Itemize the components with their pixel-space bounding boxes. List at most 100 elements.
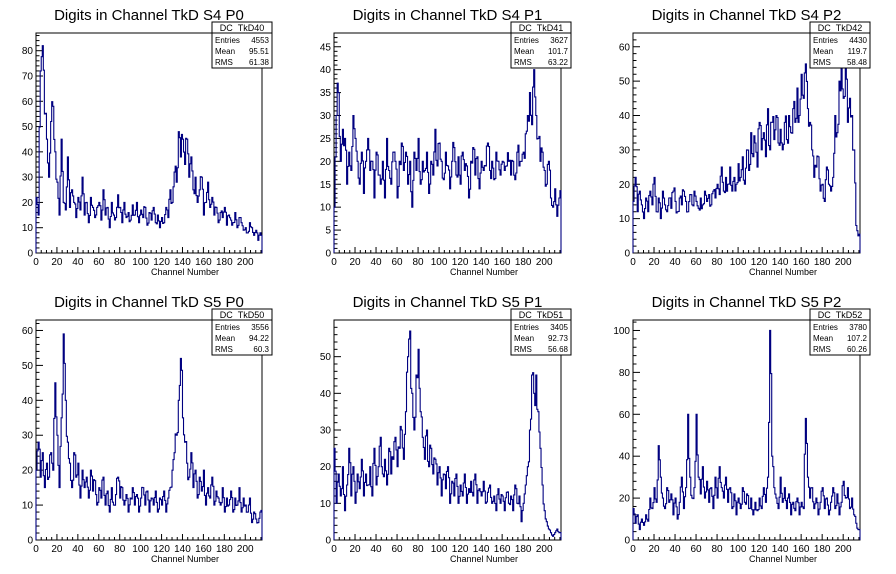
stats-mean-label: Mean — [813, 47, 833, 56]
stats-mean-label: Mean — [215, 47, 235, 56]
chart-title: Digits in Channel TkD S4 P0 — [54, 7, 244, 24]
x-tick-label: 120 — [153, 257, 170, 268]
x-tick-label: 100 — [730, 257, 747, 268]
stats-box-name: DC_TkD51 — [519, 310, 564, 320]
y-tick-label: 40 — [22, 396, 34, 407]
histogram-line — [632, 329, 861, 540]
x-tick-label: 160 — [793, 544, 810, 555]
x-tick-label: 160 — [494, 257, 511, 268]
x-tick-label: 200 — [835, 544, 852, 555]
stats-entries-label: Entries — [514, 323, 539, 332]
y-tick-label: 40 — [22, 147, 34, 158]
x-axis-label: Channel Number — [749, 554, 817, 564]
stats-box-name: DC_TkD50 — [220, 310, 265, 320]
stats-rms-label: RMS — [813, 345, 831, 354]
stats-mean-label: Mean — [813, 334, 833, 343]
y-tick-label: 60 — [619, 42, 631, 53]
histogram-chart-tkd41: Digits in Channel TkD S4 P10 20 40 60 80 100 1… — [320, 7, 572, 277]
histogram-chart-tkd52: Digits in Channel TkD S5 P2 0 20 40 60 80 100 1… — [613, 294, 871, 564]
stats-box-frame — [809, 308, 871, 356]
stats-rms-label: RMS — [813, 58, 831, 67]
stats-box-name: DC_TkD40 — [220, 23, 265, 33]
x-tick-label: 180 — [216, 257, 233, 268]
stats-rms-value: 61.38 — [249, 58, 270, 67]
x-tick-label: 20 — [51, 257, 63, 268]
y-tick-label: 70 — [22, 71, 34, 82]
y-tick-label: 10 — [22, 501, 34, 512]
y-tick-label: 10 — [619, 214, 631, 225]
x-tick-label: 140 — [174, 257, 191, 268]
x-tick-label: 200 — [237, 544, 254, 555]
plot-frame — [35, 32, 263, 254]
stats-box: DC_TkD50 Entries 3556 Mean 94.22 RMS 60.3 — [211, 308, 273, 356]
histogram-pad-tkd50: Digits in Channel TkD S5 P0 0 20 40 60 80 100 1… — [0, 287, 298, 574]
x-axis-label: Channel Number — [450, 554, 518, 564]
histogram-line — [35, 333, 263, 540]
y-tick-label: 0 — [325, 536, 331, 547]
stats-box-name: DC_TkD41 — [519, 23, 564, 33]
stats-box-name: DC_TkD52 — [818, 310, 863, 320]
y-tick-label: 80 — [22, 46, 34, 57]
histogram-pad-tkd40: Digits in Channel TkD S4 P0 0 20 40 60 80 100 1… — [0, 0, 298, 287]
stats-rms-label: RMS — [514, 58, 532, 67]
y-tick-label: 20 — [619, 494, 631, 505]
y-tick-label: 35 — [320, 88, 332, 99]
x-tick-label: 40 — [370, 544, 382, 555]
x-tick-label: 80 — [413, 544, 425, 555]
x-tick-label: 40 — [72, 544, 84, 555]
x-tick-label: 20 — [648, 257, 660, 268]
x-tick-label: 100 — [431, 544, 448, 555]
y-tick-label: 80 — [619, 368, 631, 379]
x-tick-label: 100 — [431, 257, 448, 268]
stats-box: DC_TkD52 Entries 3780 Mean 107.2 RMS 60.26 — [809, 308, 871, 356]
x-tick-label: 80 — [114, 257, 126, 268]
stats-entries-value: 4553 — [251, 36, 269, 45]
chart-title: Digits in Channel TkD S4 P2 — [652, 7, 842, 24]
stats-box: DC_TkD42 Entries 4430 Mean 119.7 RMS 58.48 — [809, 21, 871, 69]
x-tick-label: 100 — [132, 257, 149, 268]
x-tick-label: 120 — [452, 544, 469, 555]
stats-mean-value: 92.73 — [548, 334, 569, 343]
stats-rms-label: RMS — [215, 345, 233, 354]
y-tick-label: 20 — [619, 180, 631, 191]
stats-rms-value: 63.22 — [548, 58, 569, 67]
x-tick-label: 80 — [413, 257, 425, 268]
x-tick-label: 0 — [630, 544, 636, 555]
x-tick-label: 160 — [195, 257, 212, 268]
y-tick-label: 30 — [320, 111, 332, 122]
x-tick-label: 140 — [174, 544, 191, 555]
stats-entries-value: 4430 — [849, 36, 867, 45]
stats-box-frame — [211, 21, 273, 69]
x-tick-label: 120 — [452, 257, 469, 268]
histogram-pad-tkd41: Digits in Channel TkD S4 P1 0 20 40 60 80 100 1… — [298, 0, 597, 287]
y-tick-label: 10 — [320, 203, 332, 214]
x-tick-label: 0 — [331, 257, 337, 268]
x-tick-label: 140 — [473, 257, 490, 268]
x-axis-label: Channel Number — [749, 267, 817, 277]
histogram-pad-tkd42: Digits in Channel TkD S4 P2 0 20 40 60 80 100 1… — [597, 0, 896, 287]
x-tick-label: 0 — [33, 257, 39, 268]
x-tick-label: 60 — [690, 257, 702, 268]
x-tick-label: 80 — [712, 257, 724, 268]
stats-rms-value: 58.48 — [847, 58, 868, 67]
y-tick-label: 30 — [619, 145, 631, 156]
x-tick-label: 0 — [331, 544, 337, 555]
y-tick-label: 50 — [22, 361, 34, 372]
x-tick-label: 80 — [114, 544, 126, 555]
histogram-line — [632, 46, 861, 253]
x-tick-label: 60 — [93, 544, 105, 555]
x-tick-label: 60 — [391, 544, 403, 555]
stats-box: DC_TkD41 Entries 3627 Mean 101.7 RMS 63.22 — [510, 21, 572, 69]
stats-entries-label: Entries — [215, 323, 240, 332]
stats-entries-value: 3405 — [550, 323, 568, 332]
y-tick-label: 60 — [22, 97, 34, 108]
x-tick-label: 100 — [730, 544, 747, 555]
stats-box: DC_TkD51 Entries 3405 Mean 92.73 RMS 56.68 — [510, 308, 572, 356]
x-tick-label: 140 — [772, 257, 789, 268]
x-tick-label: 20 — [349, 257, 361, 268]
histogram-line — [333, 330, 562, 540]
x-tick-label: 180 — [216, 544, 233, 555]
y-tick-label: 50 — [22, 122, 34, 133]
x-tick-label: 200 — [536, 257, 553, 268]
chart-title: Digits in Channel TkD S5 P0 — [54, 294, 244, 311]
